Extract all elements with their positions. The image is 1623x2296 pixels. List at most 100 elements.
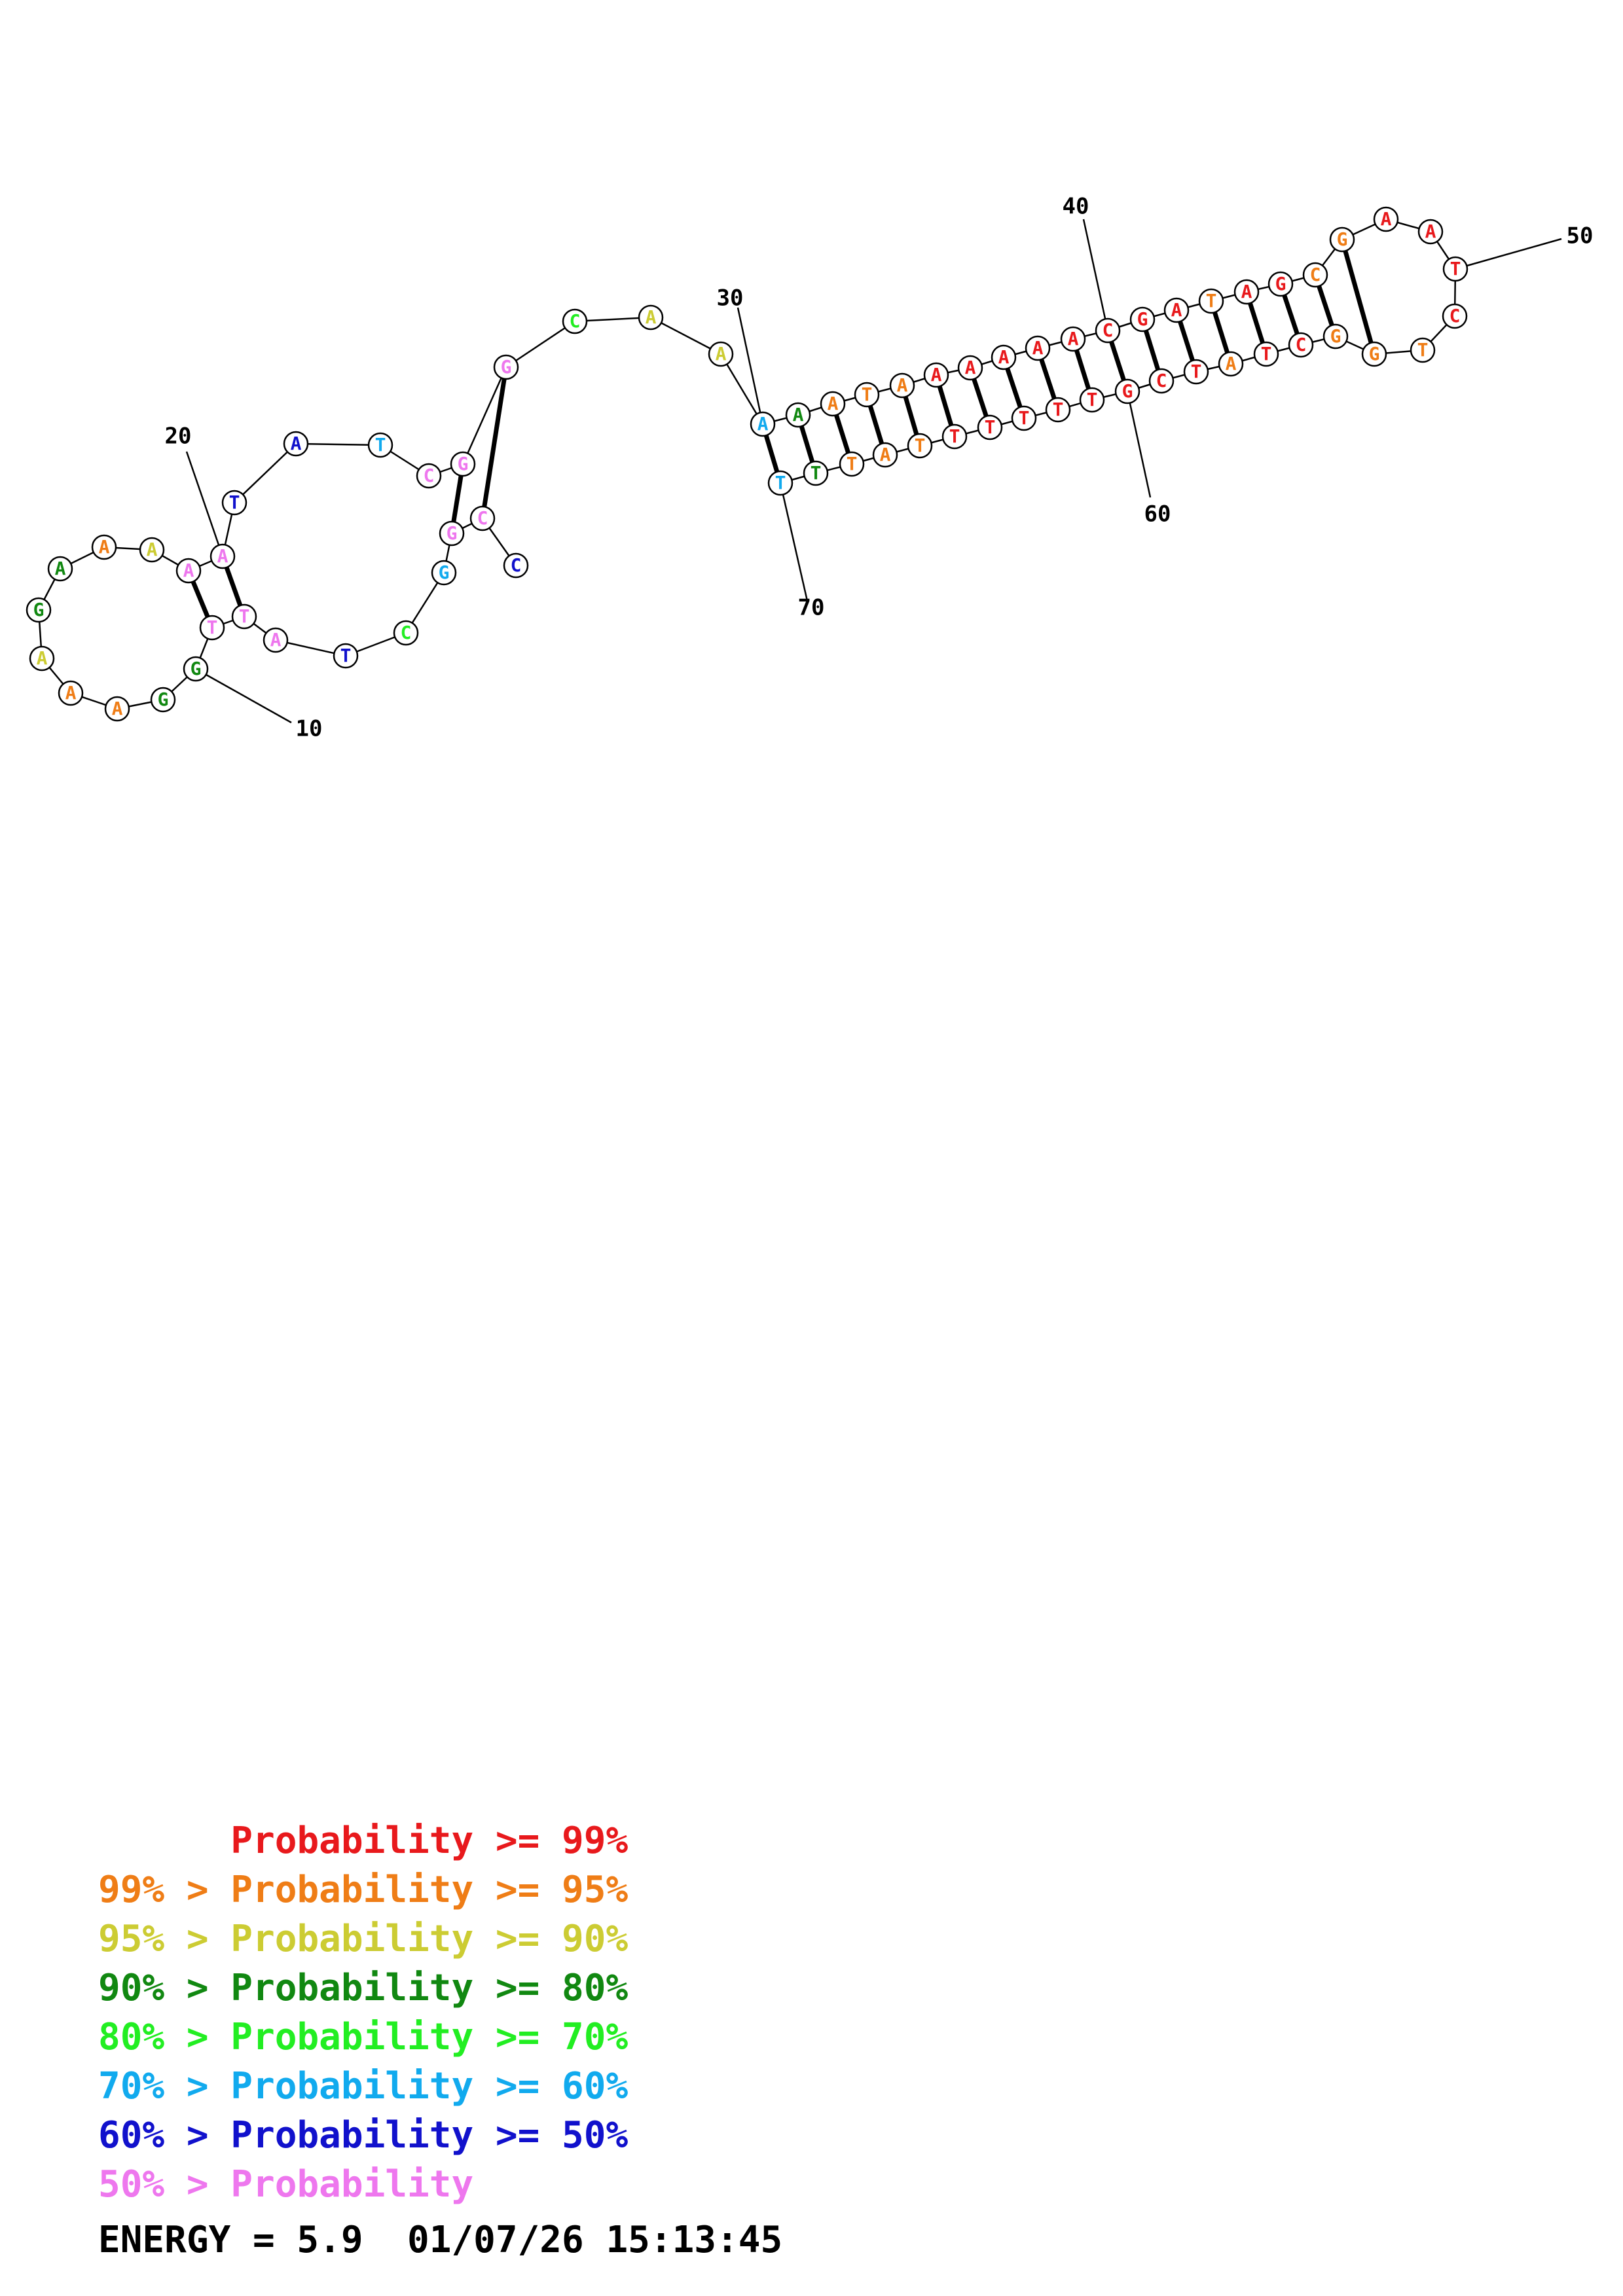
nucleotide-circle bbox=[503, 552, 529, 579]
index-tick-line bbox=[185, 451, 224, 557]
nucleotide-letter: G bbox=[447, 522, 458, 544]
nucleotide-circle bbox=[1114, 378, 1140, 404]
nucleotide: T bbox=[1183, 359, 1209, 385]
base-pair-lines bbox=[186, 239, 1377, 629]
nucleotide: A bbox=[210, 543, 236, 569]
legend-text: Probability >= 50% bbox=[230, 2114, 629, 2157]
index-label: 50 bbox=[1567, 223, 1594, 249]
legend-prefix: 60% > bbox=[98, 2114, 231, 2157]
nucleotide-letter: G bbox=[1369, 343, 1380, 365]
nucleotide: A bbox=[820, 391, 846, 417]
nucleotide: G bbox=[1114, 378, 1140, 404]
nucleotide-letter: T bbox=[811, 462, 822, 484]
nucleotide-circle bbox=[562, 308, 588, 334]
legend-row: 50% > Probability bbox=[98, 2160, 628, 2209]
nucleotide-circle bbox=[1267, 271, 1294, 297]
nucleotide: T bbox=[977, 414, 1003, 440]
nucleotide: C bbox=[416, 463, 442, 489]
nucleotide-letter: C bbox=[511, 554, 522, 576]
nucleotide-circle bbox=[1163, 297, 1190, 323]
nucleotide-circle bbox=[431, 560, 457, 586]
nucleotide: A bbox=[29, 645, 55, 672]
nucleotide-circle bbox=[1011, 405, 1037, 431]
index-tick-line bbox=[1455, 238, 1562, 270]
nucleotide-circle bbox=[889, 372, 915, 399]
nucleotide-letter: A bbox=[880, 444, 891, 465]
index-label: 40 bbox=[1063, 194, 1089, 220]
nucleotide-letter: A bbox=[793, 404, 804, 425]
nucleotide-circle bbox=[1410, 337, 1436, 363]
nucleotide-letter: A bbox=[147, 539, 158, 560]
nucleotide: A bbox=[708, 341, 734, 367]
legend-row: 90% > Probability >= 80% bbox=[98, 1964, 628, 2013]
nucleotide-circle bbox=[1148, 368, 1175, 394]
nucleotide-letter: C bbox=[570, 310, 581, 332]
nucleotide-circle bbox=[26, 597, 52, 623]
nucleotide-letter: A bbox=[965, 357, 976, 378]
nucleotide-letter: T bbox=[1191, 361, 1202, 382]
nucleotide: C bbox=[1302, 262, 1328, 288]
nucleotide: T bbox=[839, 451, 865, 477]
nucleotide-circle bbox=[231, 603, 257, 630]
nucleotide-circle bbox=[803, 460, 829, 486]
index-label: 70 bbox=[798, 595, 825, 621]
nucleotide: G bbox=[1129, 306, 1156, 332]
nucleotide: T bbox=[367, 432, 393, 458]
nucleotide-circle bbox=[58, 680, 84, 706]
nucleotide-circle bbox=[450, 451, 476, 477]
nucleotide-letter: T bbox=[207, 617, 218, 638]
nucleotide-circle bbox=[1302, 262, 1328, 288]
nucleotide: C bbox=[469, 505, 496, 531]
nucleotide: T bbox=[907, 433, 933, 459]
nucleotide: T bbox=[231, 603, 257, 630]
nucleotide-letter: A bbox=[998, 346, 1010, 368]
nucleotide-circle bbox=[91, 534, 117, 560]
nucleotide: T bbox=[1410, 337, 1436, 363]
nucleotide-circle bbox=[47, 556, 73, 582]
backbone-segment bbox=[505, 320, 575, 368]
nucleotide-letter: A bbox=[112, 698, 123, 719]
legend-prefix: 50% > bbox=[98, 2163, 231, 2206]
nucleotide-letter: T bbox=[949, 425, 960, 447]
nucleotide-letter: T bbox=[862, 384, 873, 405]
legend-prefix: 90% > bbox=[98, 1967, 231, 2009]
nucleotide-circle bbox=[839, 451, 865, 477]
nucleotide-circle bbox=[708, 341, 734, 367]
nucleotide-circle bbox=[469, 505, 496, 531]
nucleotide-letter: A bbox=[65, 682, 77, 704]
nucleotide-letter: A bbox=[1381, 208, 1392, 230]
nucleotide-letter: T bbox=[375, 434, 386, 456]
nucleotide: A bbox=[1163, 297, 1190, 323]
legend-prefix: 80% > bbox=[98, 2016, 231, 2058]
nucleotide-letter: G bbox=[1337, 228, 1348, 250]
nucleotide-letter: A bbox=[291, 433, 302, 454]
index-tick-line bbox=[779, 482, 809, 601]
nucleotide-circle bbox=[977, 414, 1003, 440]
nucleotide: T bbox=[854, 382, 880, 408]
index-tick-line bbox=[737, 307, 764, 425]
nucleotide-circle bbox=[175, 558, 202, 584]
nucleotide-letter: A bbox=[1032, 337, 1044, 359]
nucleotide-circle bbox=[1095, 317, 1121, 344]
nucleotide-letter: G bbox=[33, 599, 45, 620]
nucleotide-circle bbox=[263, 627, 289, 653]
nucleotide-letter: T bbox=[985, 416, 996, 438]
nucleotide: C bbox=[1442, 303, 1468, 329]
nucleotide: T bbox=[333, 643, 359, 669]
nucleotide-circle bbox=[1373, 206, 1399, 232]
nucleotide: T bbox=[1011, 405, 1037, 431]
nucleotide: T bbox=[941, 423, 968, 450]
nucleotide-letter: G bbox=[439, 562, 450, 583]
nucleotide: C bbox=[503, 552, 529, 579]
nucleotide: A bbox=[139, 537, 165, 563]
nucleotide: A bbox=[175, 558, 202, 584]
nucleotide: G bbox=[1329, 226, 1355, 253]
nucleotide: A bbox=[638, 304, 664, 331]
nucleotide-letter: T bbox=[847, 453, 858, 475]
nucleotide-letter: G bbox=[1137, 308, 1148, 330]
legend-prefix: 70% > bbox=[98, 2065, 231, 2108]
nucleotide-circle bbox=[1417, 219, 1444, 245]
nucleotide-letter: A bbox=[757, 413, 769, 435]
nucleotide: C bbox=[1095, 317, 1121, 344]
